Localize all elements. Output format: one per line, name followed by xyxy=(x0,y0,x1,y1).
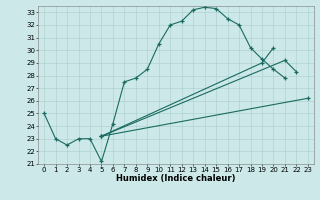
X-axis label: Humidex (Indice chaleur): Humidex (Indice chaleur) xyxy=(116,174,236,183)
